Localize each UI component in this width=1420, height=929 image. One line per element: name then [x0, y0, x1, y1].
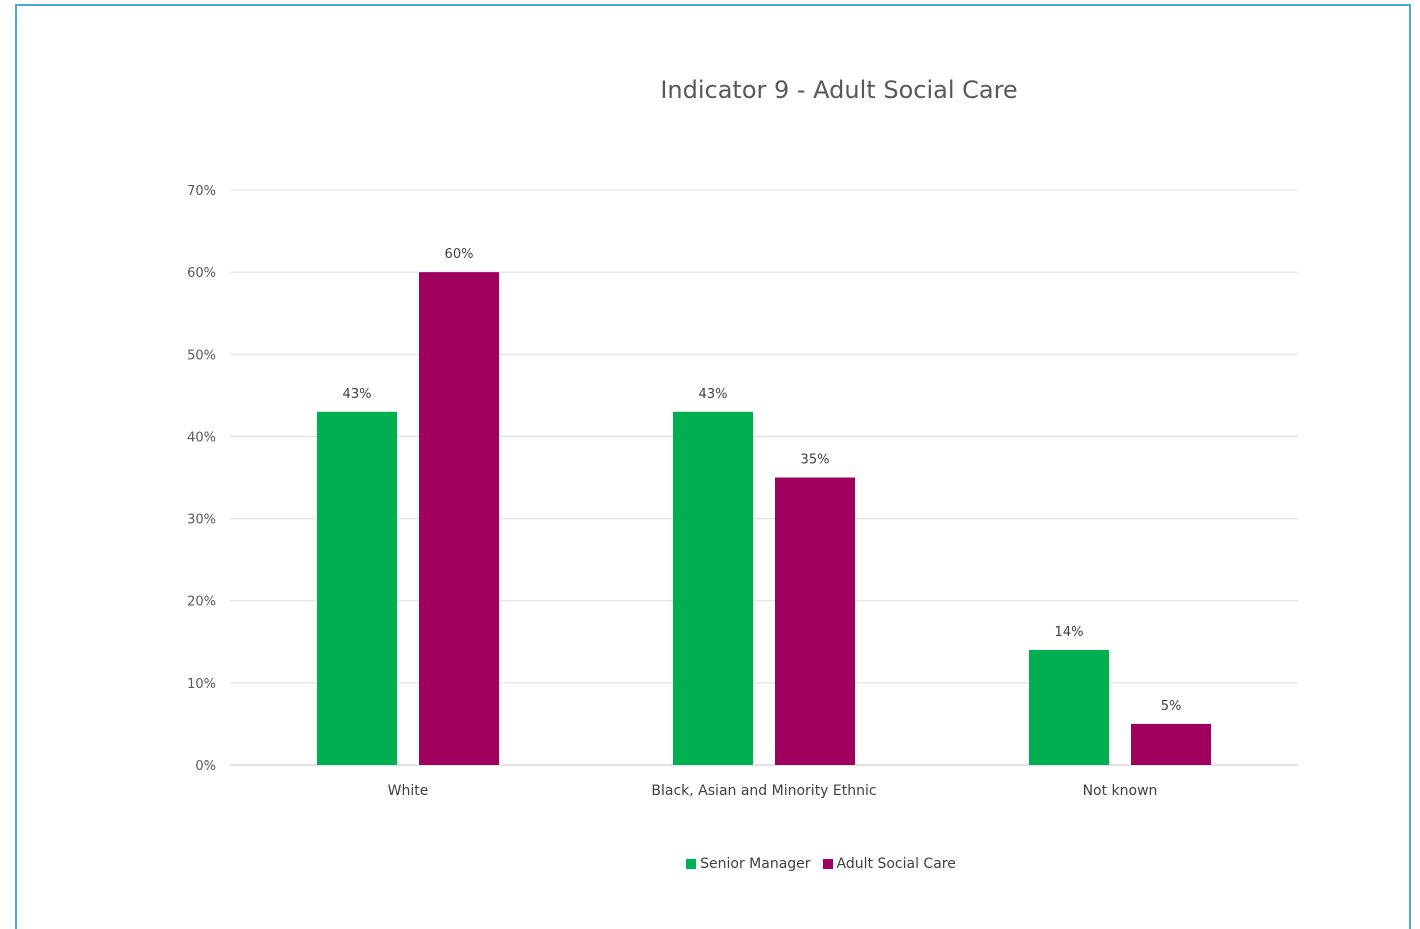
legend-swatch-adult-social-care	[822, 859, 833, 869]
legend-swatch-senior-manager	[686, 859, 697, 869]
y-tick-label: 10%	[187, 677, 216, 692]
legend-item-senior-manager: Senior Manager	[686, 856, 811, 872]
y-tick-label: 0%	[195, 759, 216, 774]
data-label: 60%	[445, 247, 474, 262]
data-label: 5%	[1161, 699, 1182, 714]
chart-title: Indicator 9 - Adult Social Care	[660, 76, 1018, 104]
x-category-label: Black, Asian and Minority Ethnic	[651, 783, 876, 799]
bar-adult-social-care	[1131, 723, 1211, 765]
data-label: 35%	[801, 453, 830, 468]
y-tick-label: 60%	[187, 266, 216, 281]
legend-label-senior-manager: Senior Manager	[700, 856, 811, 872]
bar-senior-manager	[317, 411, 397, 765]
x-category-label: Not known	[1083, 783, 1158, 799]
y-tick-label: 20%	[187, 595, 216, 610]
bar-adult-social-care	[419, 272, 499, 765]
legend-label-adult-social-care: Adult Social Care	[836, 856, 956, 872]
x-category-label: White	[388, 783, 429, 799]
data-label: 14%	[1055, 625, 1084, 640]
y-tick-label: 50%	[187, 348, 216, 363]
bar-adult-social-care	[775, 477, 855, 765]
legend-item-adult-social-care: Adult Social Care	[822, 856, 956, 872]
legend: Senior Manager Adult Social Care	[0, 856, 1420, 872]
bar-senior-manager	[673, 411, 753, 765]
y-tick-label: 40%	[187, 430, 216, 445]
data-label: 43%	[343, 387, 372, 402]
bar-senior-manager	[1029, 650, 1109, 765]
y-tick-label: 70%	[187, 184, 216, 199]
data-label: 43%	[699, 387, 728, 402]
y-tick-label: 30%	[187, 513, 216, 528]
